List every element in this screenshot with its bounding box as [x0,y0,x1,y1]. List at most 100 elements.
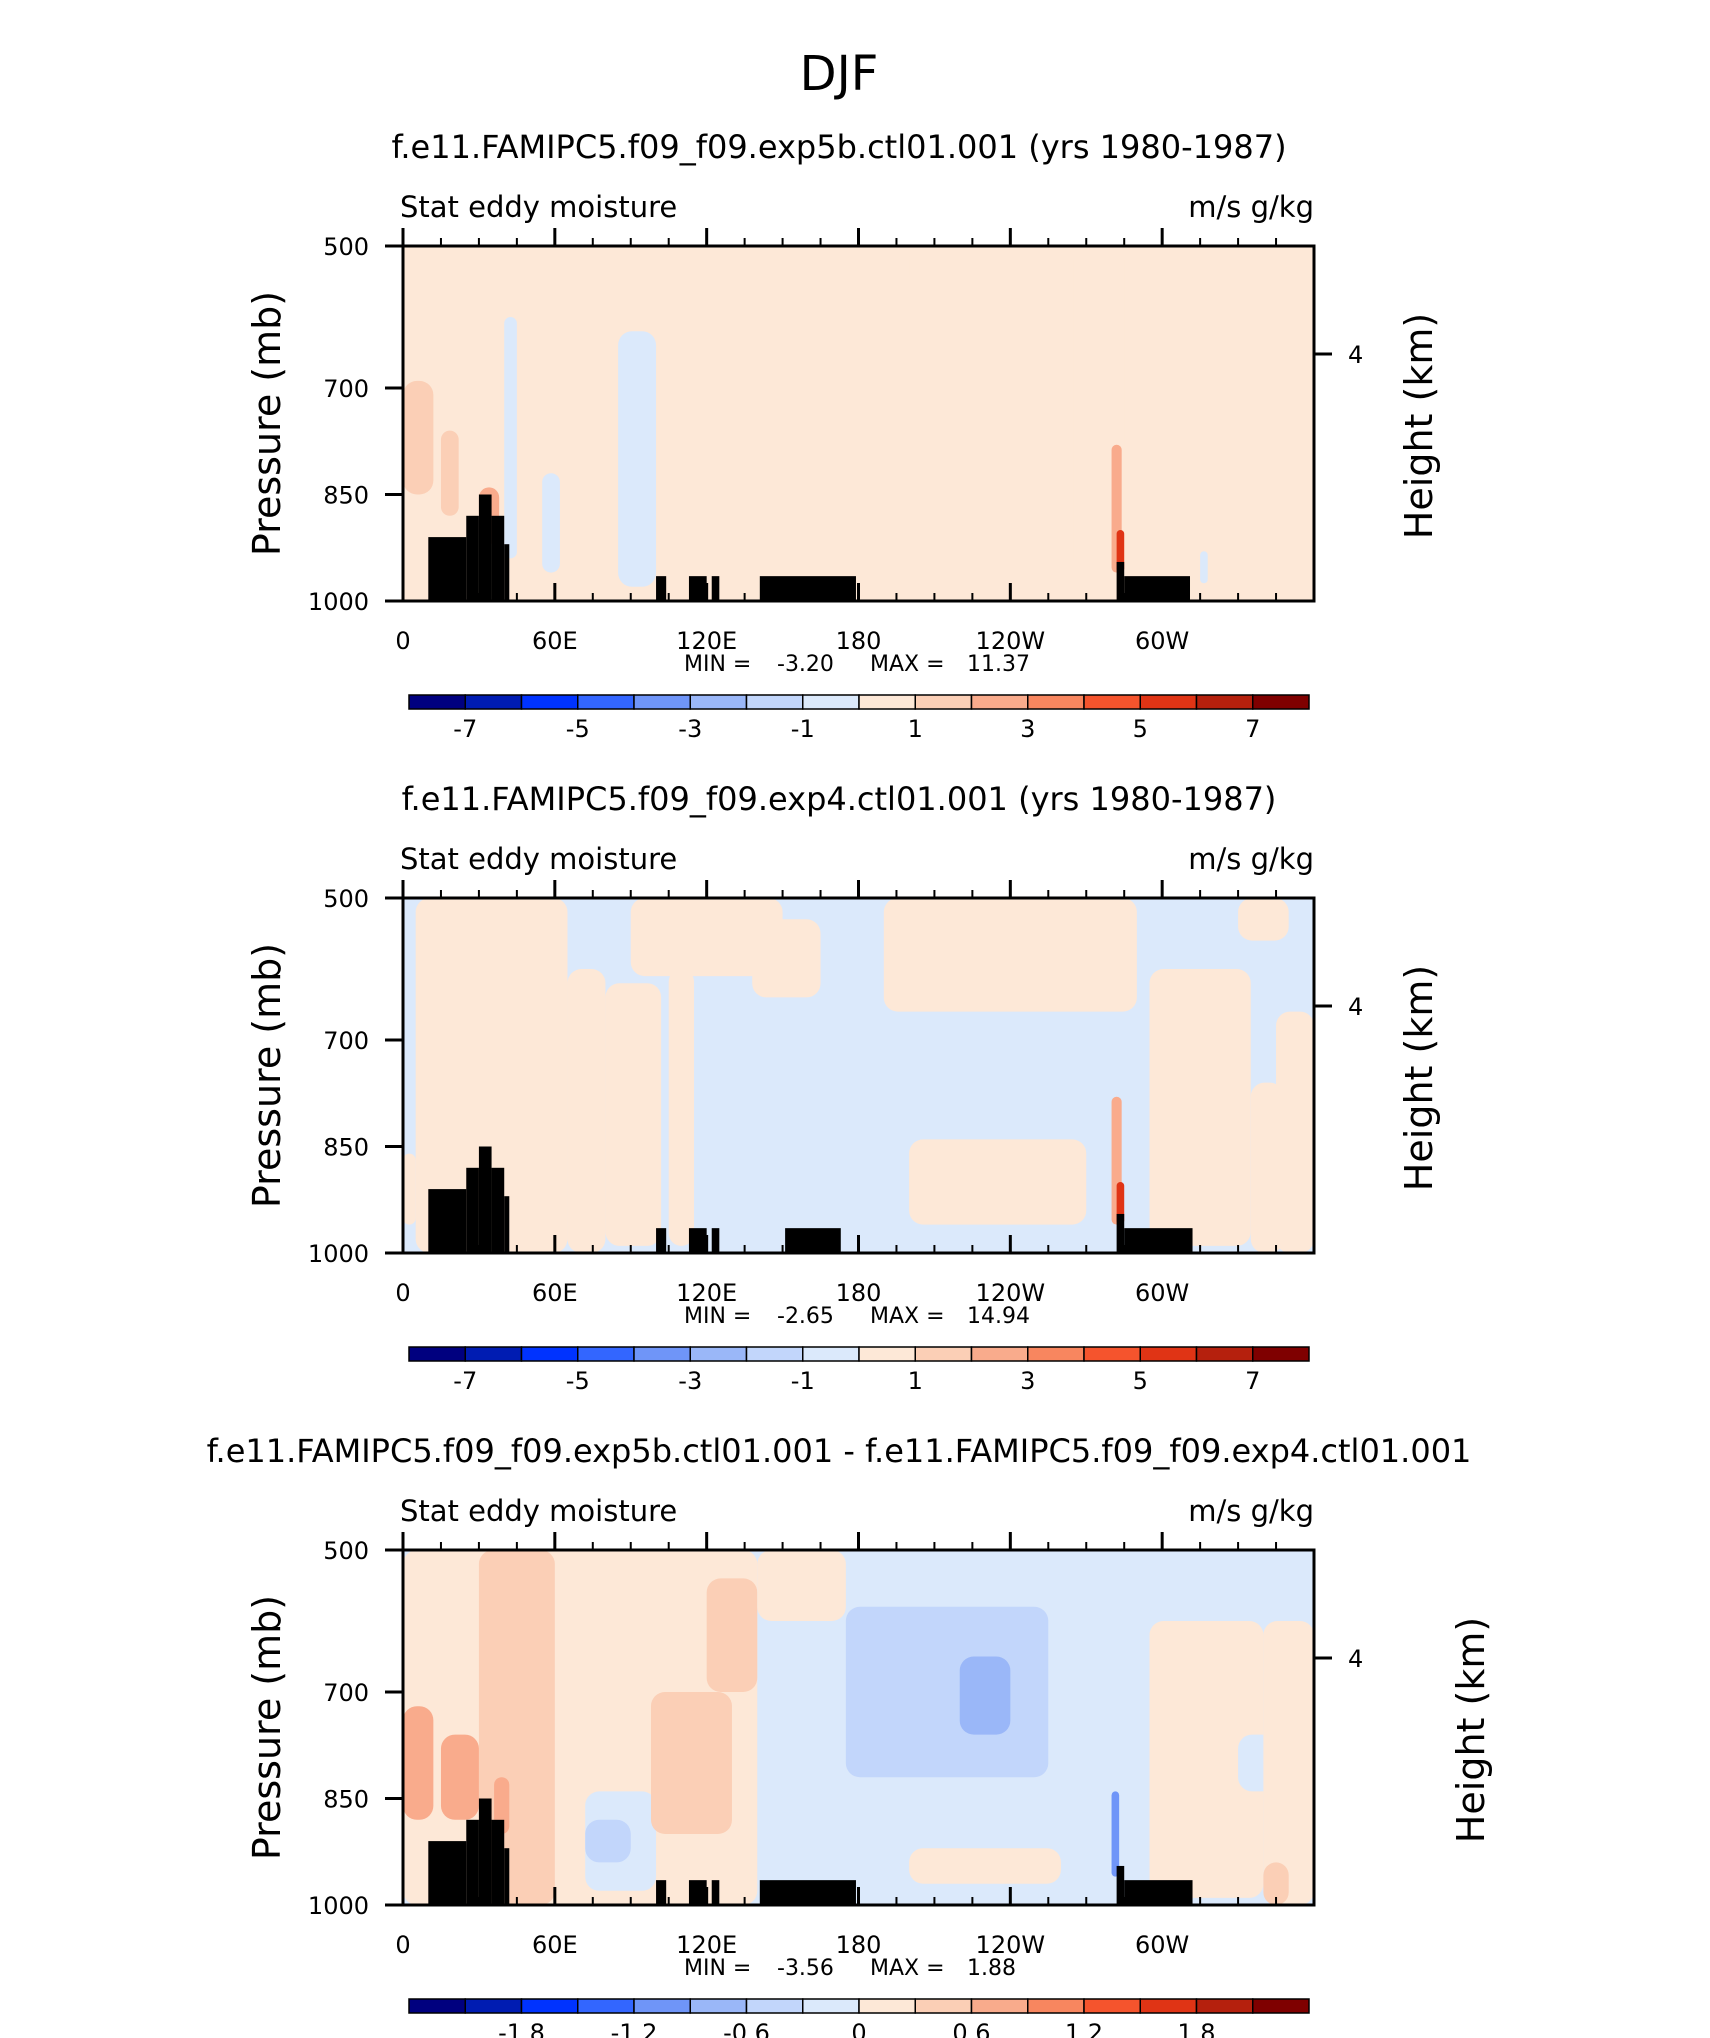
colorbar-swatch [970,1998,1029,2014]
contour-region [440,1734,479,1820]
topography-mask [1116,1213,1125,1253]
topography-mask [1124,576,1191,601]
colorbar: -1.8 -1.2 -0.6 0 0.6 1.2 1.8 [408,1998,1310,2038]
contour-region [618,331,657,587]
topography-mask [478,1798,492,1905]
panels: f.e11.FAMIPC5.f09_f09.exp5b.ctl01.001 (y… [207,128,1493,2038]
colorbar-label: -3 [678,1367,702,1395]
right-label: m/s g/kg [1188,190,1314,224]
x-tick-label: 60E [532,1279,578,1307]
topography-mask [466,1167,479,1253]
contour-region [1136,331,1239,594]
left-label: Stat eddy moisture [400,1494,677,1528]
contour-region [921,494,1087,573]
colorbar-swatch [858,694,916,710]
contour-region [909,246,1074,289]
colorbar-swatch [970,1346,1029,1362]
colorbar-label: -3 [678,715,702,743]
colorbar-label: -1 [791,715,815,743]
colorbar-swatch [577,694,635,710]
topography-mask [504,544,510,601]
topography-mask [504,1848,510,1905]
colorbar-swatch [633,1998,691,2014]
colorbar-label: 1 [908,715,923,743]
contour-region [440,430,459,516]
colorbar-swatch [745,694,804,710]
colorbar-swatch [914,1998,973,2014]
y-axis-title: Pressure (mb) [245,1595,289,1860]
colorbar-label: 5 [1133,1367,1148,1395]
colorbar: -7 -5 -3 -1 1 3 5 7 [408,1346,1310,1395]
x-tick-label: 180 [836,1279,882,1307]
min-label: MIN = [684,1304,751,1329]
topography-mask [466,515,479,601]
topography-mask [428,537,467,601]
max-value: 14.94 [967,1304,1030,1329]
y-right-axis-title: Height (km) [1397,313,1441,539]
topography-mask [759,1880,856,1905]
colorbar-swatch [520,1346,579,1362]
topography-mask [466,1819,479,1905]
contour-region [1200,551,1208,584]
x-tick-label: 60E [532,627,578,655]
min-label: MIN = [684,652,751,677]
x-tick-label: 180 [836,1931,882,1959]
topography-mask [785,1228,841,1253]
colorbar-swatch [1195,1998,1254,2014]
colorbar-swatch [520,1998,579,2014]
colorbar-swatch [1027,694,1085,710]
colorbar-swatch [689,1346,748,1362]
colorbar-label: 1 [908,1367,923,1395]
max-label: MAX = [870,652,945,677]
y-tick-label: 1000 [308,1892,369,1920]
left-label: Stat eddy moisture [400,190,677,224]
y-right-axis-title: Height (km) [1449,1617,1493,1843]
colorbar-swatch [914,694,973,710]
y-right-axis-title: Height (km) [1397,965,1441,1191]
contour-region [630,898,783,977]
colorbar-swatch [1083,694,1141,710]
x-tick-label: 60W [1135,627,1189,655]
topography-mask [711,1228,720,1253]
colorbar-swatch [1083,1998,1141,2014]
y-tick-label: 500 [323,1537,369,1565]
colorbar-swatch [1027,1346,1085,1362]
contour-region [1192,246,1277,289]
x-tick-label: 120W [976,627,1046,655]
contour-region [1276,1011,1314,1253]
contour-region [1263,1621,1314,1905]
height-tick-label: 4 [1348,993,1363,1021]
page-title: DJF [800,46,879,102]
colorbar-swatch [464,1346,523,1362]
y-tick-label: 850 [323,1786,369,1814]
contour-region [403,380,434,495]
contour-region [909,1139,1087,1225]
right-label: m/s g/kg [1188,842,1314,876]
min-value: -2.65 [777,1304,834,1329]
min-label: MIN = [684,1956,751,1981]
contour-region [1073,246,1125,573]
colorbar-label: -5 [566,1367,590,1395]
colorbar-swatch [577,1346,635,1362]
colorbar-label: 3 [1020,715,1035,743]
topography-mask [428,1189,467,1253]
contour-region [605,983,662,1246]
topography-mask [478,494,492,601]
contour-region [883,898,1137,1012]
contour-region [706,1578,758,1692]
contour-region [585,1819,631,1863]
contour-region [845,1606,1049,1778]
contour-region [1276,317,1314,601]
topography-mask [491,1167,505,1253]
colorbar-label: -7 [453,1367,477,1395]
x-tick-label: 60W [1135,1931,1189,1959]
y-tick-label: 500 [323,233,369,261]
chart-title: f.e11.FAMIPC5.f09_f09.exp5b.ctl01.001 (y… [391,128,1286,166]
topography-mask [759,576,856,601]
colorbar-label: -1.8 [498,2019,545,2038]
contour-region [752,919,821,998]
colorbar-swatch [802,694,860,710]
y-tick-label: 850 [323,1134,369,1162]
y-axis-title: Pressure (mb) [245,943,289,1208]
